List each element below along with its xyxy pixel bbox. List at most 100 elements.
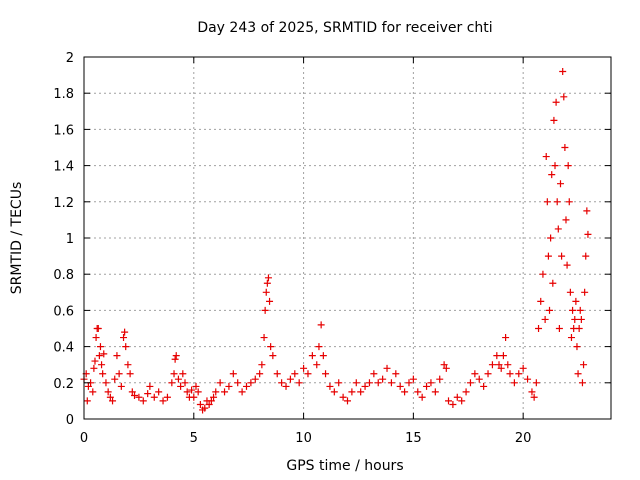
data-point bbox=[348, 388, 356, 396]
y-axis-label: SRMTID / TECUs bbox=[9, 182, 25, 295]
y-tick-label: 1.4 bbox=[53, 160, 74, 175]
data-point bbox=[502, 334, 510, 342]
data-point bbox=[205, 401, 213, 409]
x-tick-label: 15 bbox=[405, 431, 422, 446]
data-point bbox=[183, 388, 191, 396]
data-point bbox=[295, 379, 303, 387]
data-point bbox=[582, 252, 590, 260]
data-point bbox=[445, 397, 453, 405]
data-point bbox=[575, 325, 583, 332]
data-point bbox=[564, 162, 572, 170]
data-point bbox=[315, 343, 323, 351]
data-point bbox=[546, 306, 554, 314]
data-point bbox=[196, 401, 204, 409]
data-point bbox=[96, 343, 104, 351]
data-point bbox=[262, 288, 270, 296]
y-tick-label: 1.8 bbox=[53, 87, 74, 102]
data-point bbox=[266, 297, 274, 305]
data-point bbox=[135, 393, 143, 401]
data-point bbox=[291, 370, 299, 378]
data-point bbox=[431, 388, 439, 396]
plot-frame bbox=[83, 56, 612, 420]
data-point bbox=[549, 279, 557, 287]
data-point bbox=[524, 375, 532, 383]
data-point bbox=[242, 382, 250, 390]
data-point bbox=[304, 370, 312, 378]
data-point bbox=[113, 352, 121, 360]
data-point bbox=[179, 370, 187, 378]
data-point bbox=[352, 379, 360, 387]
data-point bbox=[361, 382, 369, 390]
data-point bbox=[247, 379, 255, 387]
y-tick-label: 0.6 bbox=[53, 304, 74, 319]
data-point bbox=[170, 370, 178, 378]
data-point bbox=[574, 370, 582, 378]
data-point bbox=[374, 379, 382, 387]
data-point bbox=[256, 370, 264, 378]
data-point bbox=[466, 379, 474, 387]
data-point bbox=[567, 334, 575, 342]
data-point bbox=[104, 388, 112, 396]
x-tick-label: 20 bbox=[515, 431, 532, 446]
data-point bbox=[471, 370, 479, 378]
data-point bbox=[550, 116, 558, 124]
data-point bbox=[278, 379, 286, 387]
data-point bbox=[506, 370, 514, 378]
data-point bbox=[144, 390, 152, 398]
data-point bbox=[379, 375, 387, 383]
data-point bbox=[581, 288, 589, 296]
data-point bbox=[115, 370, 123, 378]
data-point bbox=[168, 379, 176, 387]
data-point bbox=[122, 343, 130, 351]
x-axis-ticks: 0 5 10 15 20 bbox=[80, 57, 532, 446]
data-point bbox=[453, 393, 461, 401]
data-point bbox=[365, 379, 373, 387]
data-point bbox=[383, 364, 391, 372]
y-tick-label: 0.4 bbox=[53, 341, 74, 356]
data-point bbox=[370, 370, 378, 378]
data-point bbox=[559, 67, 567, 75]
y-tick-label: 1 bbox=[66, 232, 74, 247]
data-point bbox=[269, 352, 277, 360]
data-point bbox=[558, 252, 566, 260]
data-point bbox=[563, 261, 571, 269]
data-point bbox=[530, 393, 538, 401]
data-point bbox=[565, 198, 573, 206]
data-point bbox=[544, 252, 552, 260]
data-point bbox=[571, 315, 579, 323]
data-point bbox=[414, 388, 422, 396]
data-point bbox=[308, 352, 316, 360]
data-point bbox=[258, 361, 266, 369]
data-point bbox=[495, 361, 503, 369]
data-point bbox=[528, 388, 536, 396]
data-point bbox=[102, 379, 110, 387]
data-point bbox=[535, 325, 543, 332]
grid-lines bbox=[84, 57, 611, 419]
data-point bbox=[181, 379, 189, 387]
data-point bbox=[427, 379, 435, 387]
data-point bbox=[480, 382, 488, 390]
data-point bbox=[131, 391, 139, 399]
x-tick-label: 0 bbox=[80, 431, 88, 446]
y-tick-label: 0 bbox=[66, 413, 74, 428]
data-point bbox=[572, 297, 580, 305]
data-point bbox=[493, 352, 501, 360]
data-point bbox=[267, 343, 275, 351]
data-point bbox=[541, 315, 549, 323]
data-point bbox=[488, 361, 496, 369]
data-point bbox=[577, 315, 585, 323]
data-point bbox=[190, 393, 198, 401]
data-point bbox=[561, 144, 569, 151]
data-point bbox=[552, 98, 560, 106]
data-point bbox=[556, 180, 564, 188]
data-point bbox=[573, 343, 581, 351]
data-point bbox=[497, 364, 505, 372]
data-point bbox=[121, 328, 129, 336]
data-point bbox=[548, 171, 556, 179]
data-point bbox=[251, 375, 259, 383]
data-point bbox=[109, 397, 117, 405]
data-point bbox=[339, 393, 347, 401]
data-point bbox=[94, 325, 102, 332]
data-point bbox=[401, 388, 409, 396]
data-point bbox=[504, 361, 512, 369]
